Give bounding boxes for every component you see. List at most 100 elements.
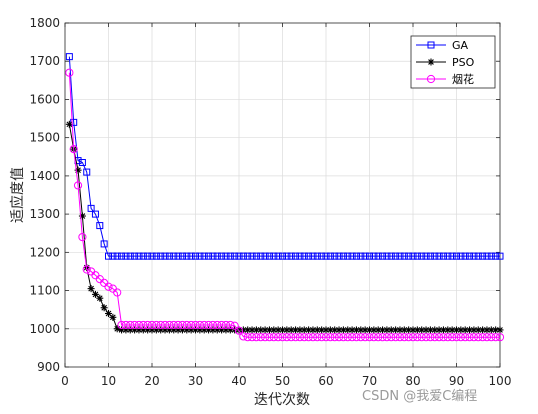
data-point-ga xyxy=(435,252,443,260)
x-tick-label: 70 xyxy=(362,374,377,388)
data-point-pso xyxy=(274,326,282,334)
data-point-ga xyxy=(126,252,134,260)
data-point-fireworks xyxy=(278,333,287,342)
y-tick-labels: 900 1000 1100 1200 1300 1400 1500 1600 1700 1800 xyxy=(29,16,60,374)
x-tick-label: 90 xyxy=(449,374,464,388)
data-point-ga xyxy=(109,252,117,260)
data-point-pso xyxy=(383,326,391,334)
y-tick-label: 1800 xyxy=(29,16,60,30)
data-point-pso xyxy=(361,326,369,334)
data-point-fireworks xyxy=(269,333,278,342)
data-point-fireworks xyxy=(82,265,91,274)
data-point-fireworks xyxy=(230,321,239,330)
data-point-ga xyxy=(239,252,247,260)
data-point-ga xyxy=(348,252,356,260)
data-point-ga xyxy=(144,252,152,260)
data-point-pso xyxy=(100,304,108,312)
data-point-ga xyxy=(113,252,121,260)
data-point-ga xyxy=(461,252,469,260)
legend-label-fireworks: 烟花 xyxy=(452,72,474,86)
data-point-ga xyxy=(209,252,217,260)
data-point-fireworks xyxy=(326,333,335,342)
data-point-fireworks xyxy=(395,333,405,342)
series-line-ga xyxy=(68,56,500,257)
data-point-ga xyxy=(139,252,147,260)
series-ga xyxy=(65,53,504,260)
data-point-ga xyxy=(487,252,495,260)
data-point-fireworks xyxy=(313,333,322,342)
data-point-fireworks xyxy=(239,332,248,341)
data-point-fireworks xyxy=(139,320,148,330)
data-point-ga xyxy=(65,53,73,61)
data-point-ga xyxy=(157,252,165,260)
y-tick-label: 1500 xyxy=(29,131,60,145)
tick-marks xyxy=(64,22,501,368)
data-point-ga xyxy=(122,252,130,260)
data-point-pso xyxy=(283,326,291,334)
data-point-ga xyxy=(96,222,104,230)
data-point-ga xyxy=(439,252,447,260)
data-point-ga xyxy=(322,252,330,260)
x-tick-label: 50 xyxy=(275,374,290,388)
data-point-ga xyxy=(218,252,226,260)
data-point-fireworks xyxy=(421,333,431,342)
data-point-ga xyxy=(431,252,439,260)
data-point-fireworks xyxy=(126,320,135,330)
data-point-fireworks xyxy=(104,282,113,291)
data-point-pso xyxy=(287,326,295,334)
data-point-fireworks xyxy=(291,333,300,342)
data-point-ga xyxy=(292,252,300,260)
data-point-fireworks xyxy=(330,333,339,342)
data-point-fireworks xyxy=(265,333,274,342)
data-point-ga xyxy=(161,252,169,260)
data-point-fireworks xyxy=(169,320,178,330)
data-point-pso xyxy=(270,326,278,334)
data-point-pso xyxy=(96,294,104,302)
data-point-ga xyxy=(91,210,99,218)
data-point-fireworks xyxy=(452,333,461,342)
data-point-pso xyxy=(91,290,99,298)
data-point-ga xyxy=(422,252,430,260)
data-point-ga xyxy=(479,252,487,260)
data-point-pso xyxy=(392,326,400,334)
data-point-ga xyxy=(400,252,408,260)
data-point-fireworks xyxy=(282,333,291,342)
data-point-pso xyxy=(405,326,413,334)
x-tick-label: 20 xyxy=(144,374,159,388)
y-tick-label: 1300 xyxy=(29,207,60,221)
data-point-ga xyxy=(426,252,434,260)
x-tick-label: 10 xyxy=(101,374,116,388)
data-point-fireworks xyxy=(274,333,283,342)
data-point-ga xyxy=(244,252,252,260)
data-point-fireworks xyxy=(417,333,426,342)
data-point-fireworks xyxy=(226,320,235,330)
data-point-ga xyxy=(387,252,395,260)
data-point-fireworks xyxy=(78,232,87,242)
data-point-ga xyxy=(205,252,213,260)
legend-item-fireworks: 烟花 xyxy=(416,72,474,86)
data-point-fireworks xyxy=(191,320,200,330)
data-point-fireworks xyxy=(461,333,470,342)
data-point-fireworks xyxy=(465,333,474,342)
data-point-ga xyxy=(296,252,304,260)
data-point-fireworks xyxy=(495,333,505,342)
data-point-ga xyxy=(170,252,178,260)
data-point-pso xyxy=(335,326,343,334)
data-point-ga xyxy=(318,252,326,260)
data-point-ga xyxy=(309,252,317,260)
legend-item-pso: PSO xyxy=(416,56,475,69)
data-point-fireworks xyxy=(243,333,252,342)
data-point-ga xyxy=(287,252,295,260)
data-point-fireworks xyxy=(234,326,244,335)
data-point-ga xyxy=(474,252,482,260)
data-point-ga xyxy=(135,252,143,260)
data-point-fireworks xyxy=(117,320,126,330)
data-point-ga xyxy=(192,252,199,260)
data-point-ga xyxy=(470,252,478,260)
data-point-ga xyxy=(444,252,452,260)
data-point-fireworks xyxy=(374,333,383,342)
data-point-fireworks xyxy=(65,68,74,77)
x-tick-label: 30 xyxy=(188,374,203,388)
data-point-fireworks xyxy=(482,333,492,342)
data-point-ga xyxy=(492,252,500,260)
